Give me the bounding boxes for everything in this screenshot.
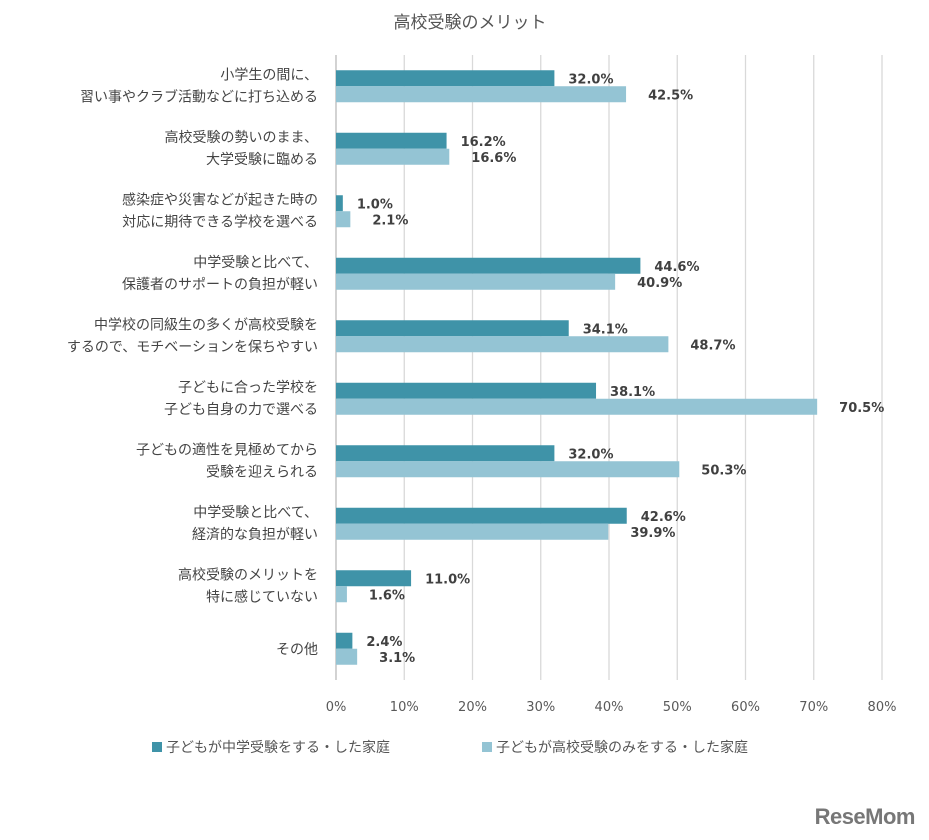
- category-label: 高校受験のメリットを: [178, 566, 318, 583]
- bar: [336, 211, 351, 228]
- x-tick-label: 20%: [458, 700, 487, 715]
- bar: [336, 257, 641, 274]
- category-label: 子どもの適性を見極めてから: [136, 441, 318, 458]
- x-tick-label: 0%: [326, 700, 347, 715]
- category-label: するので、モチベーションを保ちやすい: [67, 339, 318, 355]
- bar: [336, 398, 818, 415]
- bar: [336, 132, 447, 149]
- bar: [336, 461, 680, 478]
- data-label: 39.9%: [630, 526, 675, 541]
- bar: [336, 148, 450, 165]
- category-label: 子ども自身の力で選べる: [164, 402, 318, 418]
- category-label: 経済的な負担が軽い: [192, 527, 318, 543]
- category-label: 特に感じていない: [206, 588, 318, 605]
- data-label: 32.0%: [568, 447, 613, 462]
- x-tick-label: 40%: [595, 700, 624, 715]
- bar: [336, 632, 353, 649]
- x-tick-label: 60%: [731, 700, 760, 715]
- bar: [336, 336, 669, 353]
- bar: [336, 586, 347, 603]
- legend-label: 子どもが高校受験のみをする・した家庭: [496, 739, 748, 756]
- category-label: 子どもに合った学校を: [178, 379, 318, 396]
- data-label: 3.1%: [379, 651, 415, 666]
- category-label: その他: [276, 642, 318, 658]
- bar: [336, 195, 343, 212]
- data-label: 2.1%: [372, 213, 408, 228]
- bar: [336, 86, 627, 103]
- data-label: 70.5%: [839, 401, 884, 416]
- legend-swatch: [152, 742, 162, 752]
- data-label: 40.9%: [637, 276, 682, 291]
- resemom-logo: ReseMom: [814, 804, 916, 829]
- x-tick-label: 10%: [390, 700, 419, 715]
- data-label: 16.2%: [461, 135, 506, 150]
- legend-swatch: [482, 742, 492, 752]
- data-label: 11.0%: [425, 572, 470, 587]
- category-label: 中学受験と比べて、: [193, 505, 318, 521]
- data-label: 32.0%: [568, 72, 613, 87]
- category-label: 高校受験の勢いのまま、: [165, 129, 318, 146]
- bar: [336, 382, 597, 399]
- category-label: 中学校の同級生の多くが高校受験を: [94, 316, 318, 333]
- category-label: 中学受験と比べて、: [193, 255, 318, 271]
- x-tick-label: 70%: [799, 700, 828, 715]
- data-label: 1.6%: [369, 588, 405, 603]
- category-label: 受験を迎えられる: [206, 464, 318, 480]
- bar: [336, 523, 609, 540]
- data-label: 16.6%: [471, 151, 516, 166]
- bar: [336, 445, 555, 462]
- bar: [336, 273, 616, 290]
- category-label: 大学受験に臨める: [206, 152, 318, 168]
- bar: [336, 507, 627, 524]
- chart-title: 高校受験のメリット: [394, 13, 547, 33]
- x-tick-label: 30%: [526, 700, 555, 715]
- bar: [336, 648, 358, 665]
- data-label: 48.7%: [690, 338, 735, 353]
- x-tick-label: 50%: [663, 700, 692, 715]
- bar: [336, 320, 569, 337]
- data-label: 1.0%: [357, 197, 393, 212]
- data-label: 42.5%: [648, 88, 693, 103]
- bar: [336, 570, 412, 587]
- data-label: 34.1%: [583, 322, 628, 337]
- data-label: 44.6%: [654, 260, 699, 275]
- bar: [336, 70, 555, 87]
- data-label: 2.4%: [366, 635, 402, 650]
- category-label: 小学生の間に、: [220, 67, 318, 83]
- category-label: 感染症や災害などが起きた時の: [122, 191, 318, 208]
- category-label: 対応に期待できる学校を選べる: [122, 213, 318, 230]
- category-label: 習い事やクラブ活動などに打ち込める: [80, 88, 318, 105]
- x-tick-label: 80%: [868, 700, 897, 715]
- category-label: 保護者のサポートの負担が軽い: [122, 277, 318, 293]
- data-label: 42.6%: [641, 510, 686, 525]
- data-label: 50.3%: [701, 463, 746, 478]
- legend-label: 子どもが中学受験をする・した家庭: [166, 739, 390, 756]
- data-label: 38.1%: [610, 385, 655, 400]
